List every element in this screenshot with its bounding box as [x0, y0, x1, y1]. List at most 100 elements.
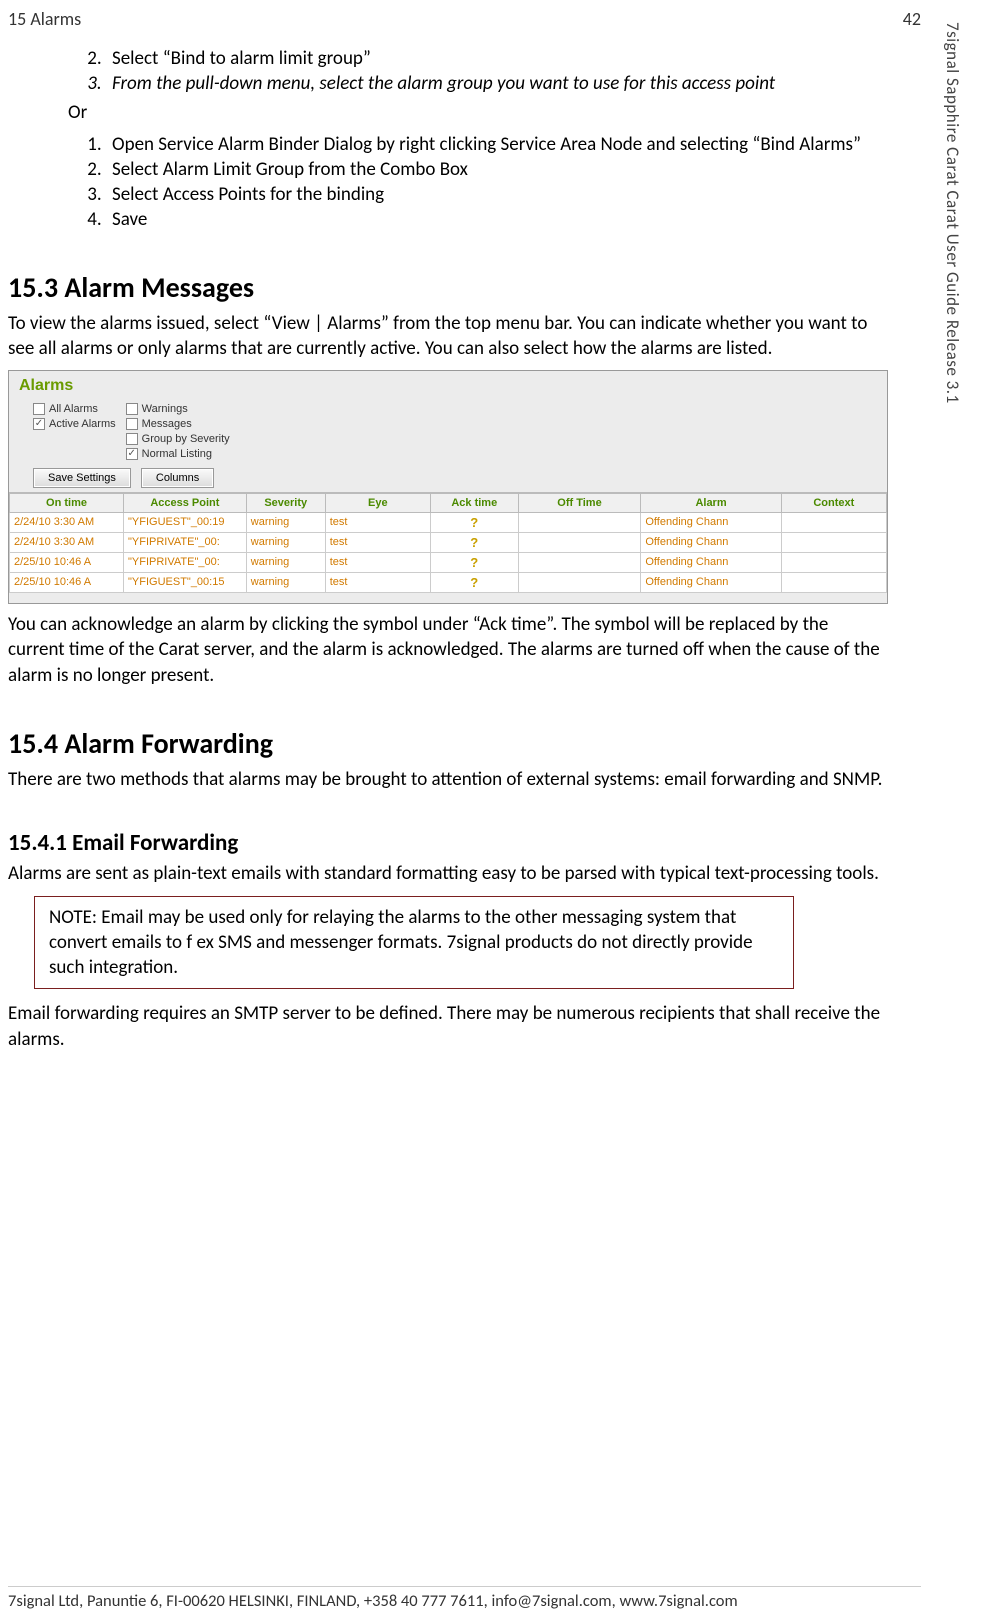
- cell-on-time: 2/24/10 3:30 AM: [10, 532, 124, 552]
- checkbox-icon: ✓: [126, 448, 138, 460]
- cell-off-time: [518, 572, 641, 592]
- cell-off-time: [518, 532, 641, 552]
- checkbox-normal-listing[interactable]: ✓ Normal Listing: [126, 448, 230, 460]
- checkbox-group-by-severity[interactable]: Group by Severity: [126, 433, 230, 445]
- checkbox-label: Messages: [142, 418, 192, 430]
- checkbox-label: Active Alarms: [49, 418, 116, 430]
- col-context[interactable]: Context: [781, 493, 886, 512]
- alarm-table: On time Access Point Severity Eye Ack ti…: [9, 493, 887, 593]
- note-text: NOTE: Email may be used only for relayin…: [49, 906, 753, 979]
- cell-eye: test: [325, 532, 430, 552]
- cell-context: [781, 552, 886, 572]
- side-document-title: 7signal Sapphire Carat Carat User Guide …: [942, 22, 963, 404]
- col-ack-time[interactable]: Ack time: [430, 493, 518, 512]
- filter-column-2: Warnings Messages Group by Severity ✓ No…: [126, 403, 230, 460]
- page: 15 Alarms 42 7signal Sapphire Carat Cara…: [0, 0, 981, 1617]
- cell-on-time: 2/25/10 10:46 A: [10, 552, 124, 572]
- paragraph: Alarms are sent as plain-text emails wit…: [8, 861, 888, 886]
- cell-access-point: "YFIGUEST"_00:19: [124, 512, 247, 532]
- page-footer: 7signal Ltd, Panuntie 6, FI-00620 HELSIN…: [8, 1586, 921, 1611]
- checkbox-active-alarms[interactable]: ✓ Active Alarms: [33, 418, 116, 430]
- grid-footer-spacer: [9, 593, 887, 603]
- cell-context: [781, 512, 886, 532]
- alarms-screenshot: Alarms All Alarms ✓ Active Alarms War: [8, 370, 888, 604]
- table-row[interactable]: 2/24/10 3:30 AM"YFIPRIVATE"_00:warningte…: [10, 532, 887, 552]
- button-row: Save Settings Columns: [9, 464, 887, 492]
- filter-column-1: All Alarms ✓ Active Alarms: [33, 403, 116, 430]
- cell-ack-time[interactable]: ?: [430, 552, 518, 572]
- cell-access-point: "YFIPRIVATE"_00:: [124, 532, 247, 552]
- checkbox-icon: [126, 403, 138, 415]
- filter-area: All Alarms ✓ Active Alarms Warnings Mess…: [9, 403, 887, 464]
- checkbox-warnings[interactable]: Warnings: [126, 403, 230, 415]
- paragraph: To view the alarms issued, select “View …: [8, 311, 888, 362]
- cell-off-time: [518, 552, 641, 572]
- checkbox-label: All Alarms: [49, 403, 98, 415]
- cell-alarm: Offending Chann: [641, 512, 781, 532]
- table-row[interactable]: 2/24/10 3:30 AM"YFIGUEST"_00:19warningte…: [10, 512, 887, 532]
- cell-off-time: [518, 512, 641, 532]
- checkbox-icon: [33, 403, 45, 415]
- header-left: 15 Alarms: [8, 8, 81, 30]
- cell-severity: warning: [246, 532, 325, 552]
- list-item: Select “Bind to alarm limit group”: [106, 46, 888, 71]
- cell-context: [781, 532, 886, 552]
- list-item: Save: [106, 207, 888, 232]
- columns-button[interactable]: Columns: [141, 468, 214, 488]
- list-item: Select Alarm Limit Group from the Combo …: [106, 157, 888, 182]
- col-severity[interactable]: Severity: [246, 493, 325, 512]
- cell-ack-time[interactable]: ?: [430, 532, 518, 552]
- checkbox-label: Normal Listing: [142, 448, 212, 460]
- heading-15-4-1: 15.4.1 Email Forwarding: [8, 829, 888, 857]
- instruction-list-1: Select “Bind to alarm limit group” From …: [68, 46, 888, 96]
- heading-15-4: 15.4 Alarm Forwarding: [8, 726, 888, 761]
- instruction-list-2: Open Service Alarm Binder Dialog by righ…: [68, 132, 888, 232]
- page-header: 15 Alarms 42: [8, 8, 921, 32]
- col-access-point[interactable]: Access Point: [124, 493, 247, 512]
- cell-alarm: Offending Chann: [641, 572, 781, 592]
- paragraph: Email forwarding requires an SMTP server…: [8, 1001, 888, 1052]
- checkbox-icon: [126, 418, 138, 430]
- col-off-time[interactable]: Off Time: [518, 493, 641, 512]
- cell-alarm: Offending Chann: [641, 532, 781, 552]
- cell-severity: warning: [246, 572, 325, 592]
- cell-ack-time[interactable]: ?: [430, 512, 518, 532]
- checkbox-messages[interactable]: Messages: [126, 418, 230, 430]
- table-header-row: On time Access Point Severity Eye Ack ti…: [10, 493, 887, 512]
- col-eye[interactable]: Eye: [325, 493, 430, 512]
- or-separator: Or: [68, 100, 888, 125]
- cell-access-point: "YFIGUEST"_00:15: [124, 572, 247, 592]
- list-item: Select Access Points for the binding: [106, 182, 888, 207]
- col-on-time[interactable]: On time: [10, 493, 124, 512]
- header-page-number: 42: [903, 8, 921, 30]
- cell-ack-time[interactable]: ?: [430, 572, 518, 592]
- note-box: NOTE: Email may be used only for relayin…: [34, 896, 794, 989]
- list-item: From the pull-down menu, select the alar…: [106, 71, 888, 96]
- cell-on-time: 2/25/10 10:46 A: [10, 572, 124, 592]
- cell-eye: test: [325, 512, 430, 532]
- cell-alarm: Offending Chann: [641, 552, 781, 572]
- screenshot-title: Alarms: [9, 371, 887, 403]
- content: Select “Bind to alarm limit group” From …: [8, 32, 888, 1052]
- cell-severity: warning: [246, 512, 325, 532]
- save-settings-button[interactable]: Save Settings: [33, 468, 131, 488]
- table-row[interactable]: 2/25/10 10:46 A"YFIGUEST"_00:15warningte…: [10, 572, 887, 592]
- alarm-grid: On time Access Point Severity Eye Ack ti…: [9, 492, 887, 593]
- list-item: Open Service Alarm Binder Dialog by righ…: [106, 132, 888, 157]
- cell-on-time: 2/24/10 3:30 AM: [10, 512, 124, 532]
- checkbox-label: Group by Severity: [142, 433, 230, 445]
- table-row[interactable]: 2/25/10 10:46 A"YFIPRIVATE"_00:warningte…: [10, 552, 887, 572]
- checkbox-label: Warnings: [142, 403, 188, 415]
- heading-15-3: 15.3 Alarm Messages: [8, 270, 888, 305]
- cell-eye: test: [325, 552, 430, 572]
- paragraph: There are two methods that alarms may be…: [8, 767, 888, 792]
- checkbox-all-alarms[interactable]: All Alarms: [33, 403, 116, 415]
- col-alarm[interactable]: Alarm: [641, 493, 781, 512]
- paragraph: You can acknowledge an alarm by clicking…: [8, 612, 888, 688]
- checkbox-icon: ✓: [33, 418, 45, 430]
- cell-context: [781, 572, 886, 592]
- cell-eye: test: [325, 572, 430, 592]
- checkbox-icon: [126, 433, 138, 445]
- cell-severity: warning: [246, 552, 325, 572]
- cell-access-point: "YFIPRIVATE"_00:: [124, 552, 247, 572]
